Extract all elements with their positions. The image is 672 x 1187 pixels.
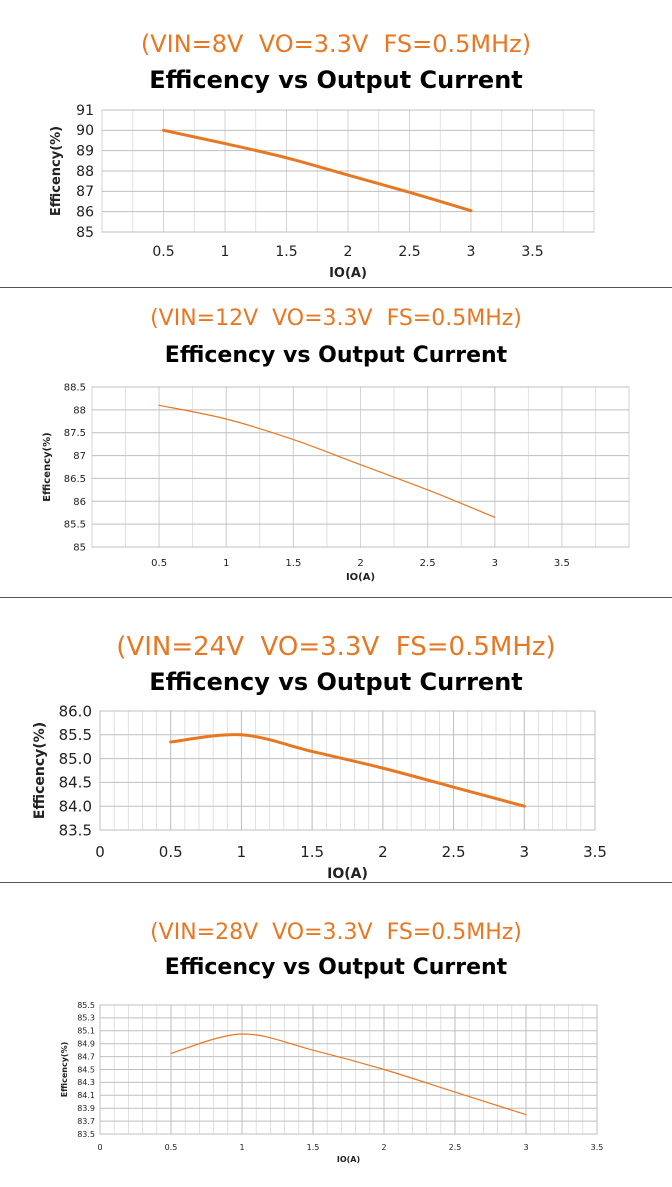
x-tick-label: 3.5 — [583, 843, 607, 861]
y-tick-label: 90 — [76, 123, 94, 139]
x-tick-label: 1 — [223, 558, 229, 569]
y-tick-label: 84.1 — [77, 1091, 95, 1100]
x-tick-label: 3.5 — [521, 244, 543, 260]
x-tick-label: 2.5 — [420, 558, 436, 569]
x-tick-label: 0.5 — [165, 1143, 178, 1152]
y-tick-label: 85.5 — [59, 726, 92, 744]
x-tick-label: 3 — [520, 843, 530, 861]
y-tick-label: 85.0 — [59, 750, 92, 768]
x-tick-label: 1 — [221, 244, 230, 260]
x-tick-label: 1.5 — [285, 558, 301, 569]
x-tick-label: 2 — [357, 558, 363, 569]
chart-divider — [0, 882, 672, 883]
x-tick-label: 1 — [239, 1143, 244, 1152]
y-tick-label: 85.5 — [77, 1001, 95, 1010]
x-tick-label: 1 — [237, 843, 247, 861]
y-tick-label: 87 — [76, 184, 94, 200]
x-axis-label: IO(A) — [329, 266, 367, 281]
y-tick-label: 83.7 — [77, 1117, 95, 1126]
y-tick-label: 84.5 — [77, 1065, 95, 1074]
x-tick-label: 0.5 — [159, 843, 183, 861]
y-tick-label: 83.5 — [77, 1130, 95, 1139]
y-axis-label: Efficency(%) — [60, 1042, 69, 1098]
x-tick-label: 2.5 — [442, 843, 466, 861]
y-tick-label: 84.5 — [59, 774, 92, 792]
y-tick-label: 85.1 — [77, 1027, 95, 1036]
chart-subtitle: (VIN=8V VO=3.3V FS=0.5MHz) — [140, 30, 532, 58]
chart-title: Efficency vs Output Current — [164, 343, 508, 368]
x-tick-label: 3.5 — [591, 1143, 604, 1152]
x-tick-label: 1.5 — [275, 244, 297, 260]
x-tick-label: 0 — [95, 843, 105, 861]
y-tick-label: 86 — [73, 497, 86, 508]
chart-title: Efficency vs Output Current — [149, 66, 523, 94]
x-tick-label: 0 — [97, 1143, 102, 1152]
x-tick-label: 3 — [523, 1143, 528, 1152]
y-tick-label: 83.9 — [77, 1104, 95, 1113]
y-tick-label: 88 — [73, 405, 86, 416]
y-tick-label: 84.9 — [77, 1040, 95, 1049]
chart-title: Efficency vs Output Current — [164, 955, 508, 980]
x-tick-label: 2.5 — [398, 244, 420, 260]
y-tick-label: 86.0 — [59, 702, 92, 720]
y-axis-label: Efficency(%) — [49, 126, 64, 216]
y-tick-label: 86.5 — [64, 474, 86, 485]
x-tick-label: 1.5 — [300, 843, 324, 861]
x-tick-label: 0.5 — [152, 244, 174, 260]
efficiency-chart-2: 85 85.5 86 86.5 87 87.5 88 88.5 0.5 1 1.5 2 2.5 3 3.5 I… — [42, 383, 630, 583]
efficiency-series-line — [162, 128, 473, 213]
y-tick-label: 84.0 — [59, 797, 92, 815]
x-tick-label: 2.5 — [449, 1143, 462, 1152]
y-tick-label: 91 — [76, 103, 94, 119]
x-tick-label: 3 — [492, 558, 498, 569]
x-tick-label: 1.5 — [307, 1143, 320, 1152]
efficiency-series-line — [170, 1033, 527, 1116]
chart-title: Efficency vs Output Current — [149, 668, 523, 696]
y-tick-label: 87 — [73, 451, 86, 462]
x-tick-label: 3 — [467, 244, 476, 260]
x-tick-label: 2 — [378, 843, 388, 861]
x-tick-label: 2 — [344, 244, 353, 260]
y-tick-label: 84.3 — [77, 1078, 95, 1087]
y-tick-label: 85 — [76, 225, 94, 241]
chart-subtitle: (VIN=24V VO=3.3V FS=0.5MHz) — [116, 632, 556, 662]
y-tick-label: 85.3 — [77, 1014, 95, 1023]
y-tick-label: 84.7 — [77, 1052, 95, 1061]
chart-subtitle: (VIN=12V VO=3.3V FS=0.5MHz) — [150, 306, 522, 331]
y-tick-label: 83.5 — [59, 821, 92, 839]
y-tick-label: 85.5 — [64, 520, 86, 531]
y-tick-label: 89 — [76, 144, 94, 160]
y-tick-label: 88 — [76, 164, 94, 180]
x-tick-label: 3.5 — [554, 558, 570, 569]
y-tick-label: 85 — [73, 543, 86, 554]
x-axis-label: IO(A) — [327, 866, 368, 882]
y-tick-label: 87.5 — [64, 428, 86, 439]
efficiency-chart-1: 85 86 87 88 89 90 91 0.5 1 1.5 2 2.5 3 3.5 IO(A) Effice… — [49, 103, 595, 281]
y-tick-label: 86 — [76, 205, 94, 221]
efficiency-series-line — [169, 733, 526, 808]
chart-divider — [0, 597, 672, 598]
chart-subtitle: (VIN=28V VO=3.3V FS=0.5MHz) — [150, 920, 522, 945]
y-axis-label: Efficency(%) — [32, 722, 48, 819]
x-tick-label: 2 — [381, 1143, 386, 1152]
x-axis-label: IO(A) — [337, 1155, 360, 1164]
efficiency-series-line — [158, 404, 496, 518]
plot-area — [99, 710, 596, 831]
x-axis-label: IO(A) — [346, 572, 375, 583]
x-tick-label: 0.5 — [151, 558, 167, 569]
chart-divider — [0, 287, 672, 288]
y-axis-label: Efficency(%) — [42, 432, 53, 501]
efficiency-chart-3: 83.5 84.0 84.5 85.0 85.5 86.0 0 0.5 1 1.5 2 2.5 3 3.5… — [32, 702, 607, 882]
y-tick-label: 88.5 — [64, 383, 86, 394]
